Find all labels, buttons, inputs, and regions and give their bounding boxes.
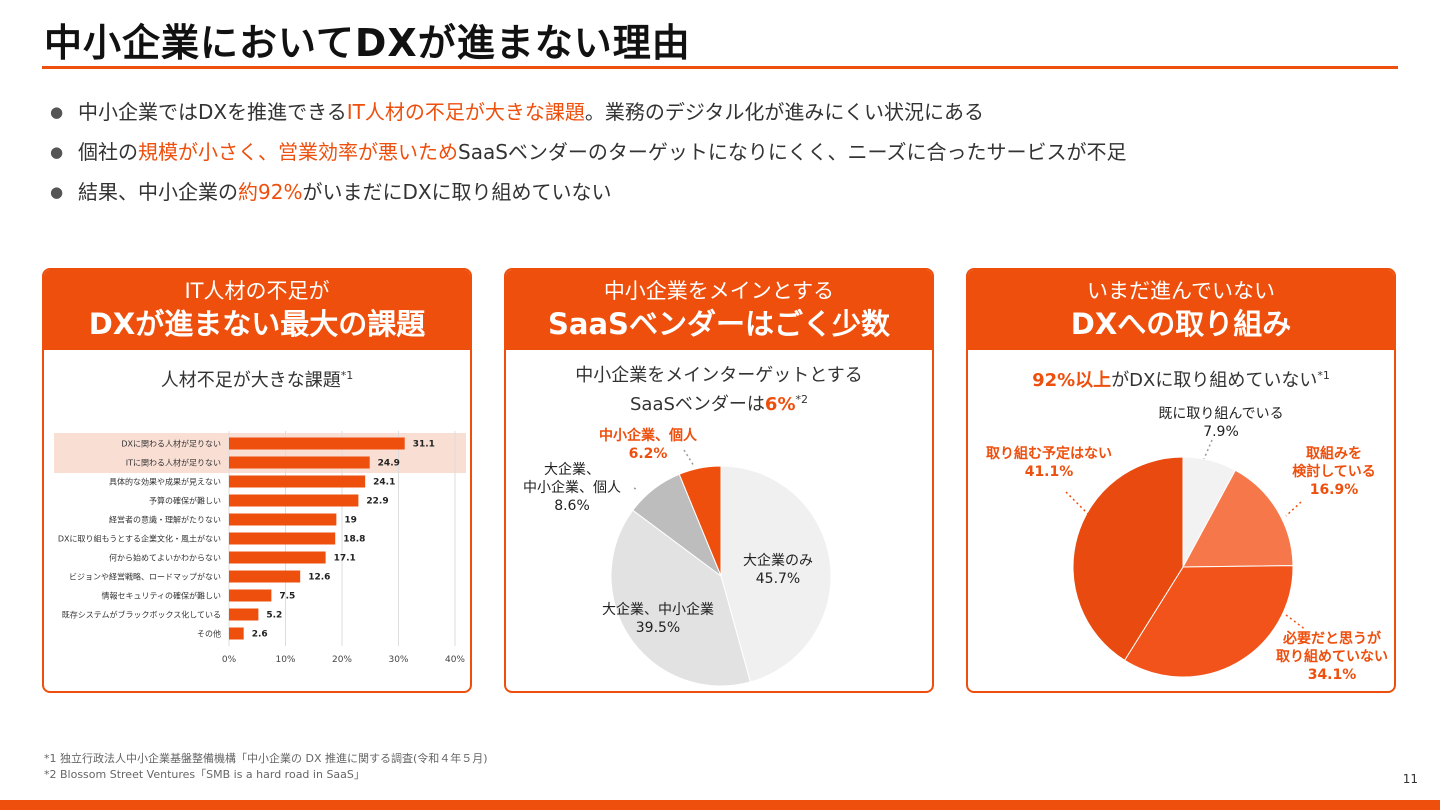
card-it-talent: IT人材の不足が DXが進まない最大の課題 人材不足が大きな課題*1 0% 10%… [42, 268, 472, 693]
category-label: ITに関わる人材が足りない [126, 458, 221, 468]
slice-label: 中小企業、個人 [523, 479, 621, 496]
slice-label: 中小企業、個人 [599, 427, 698, 444]
bar-value-label: 19 [344, 516, 357, 526]
bar [229, 437, 405, 450]
footnote-2: *2 Blossom Street Ventures「SMB is a hard… [44, 768, 365, 781]
footnote-1: *1 独立行政法人中小企業基盤整備機構「中小企業の DX 推進に関する調査(令和… [44, 752, 488, 765]
x-tick-label: 40% [445, 655, 465, 665]
card-subtitle: 人材不足が大きな課題*1 [160, 369, 354, 391]
slice-label: 大企業のみ [743, 552, 813, 569]
card-header: いまだ進んでいない DXへの取り組み [968, 270, 1394, 350]
slice-label: 検討している [1292, 463, 1376, 480]
slice-label: 6.2% [629, 446, 668, 462]
slice-label: 大企業、中小企業 [602, 601, 714, 618]
bottom-accent-bar [0, 800, 1440, 810]
category-label: 予算の確保が難しい [149, 496, 221, 506]
slice-label: 取り組めていない [1276, 648, 1388, 665]
slice-label: 7.9% [1203, 424, 1239, 440]
bar-value-label: 17.1 [334, 554, 356, 564]
category-label: 具体的な効果や成果が見えない [109, 477, 221, 487]
bullet-item: ● 結果、中小企業の約92%がいまだにDXに取り組めていない [50, 172, 1127, 212]
pie-slice [1182, 469, 1294, 568]
x-tick-label: 0% [222, 655, 237, 665]
category-label: 情報セキュリティの確保が難しい [101, 591, 221, 601]
bar [229, 589, 272, 602]
slice-label: 取組みを [1306, 445, 1362, 462]
page-number: 11 [1402, 772, 1418, 786]
bar [229, 494, 359, 507]
pie-slice [1072, 456, 1184, 661]
slice-label: 39.5% [636, 620, 680, 636]
x-tick-label: 30% [388, 655, 408, 665]
slice-label: 8.6% [554, 498, 590, 514]
leader-line [683, 449, 695, 467]
pie-slice [610, 509, 751, 687]
category-label: 経営者の意識・理解がたりない [109, 515, 221, 525]
bar [229, 608, 259, 621]
bar-value-label: 18.8 [343, 535, 365, 545]
category-label: 何から始めてよいかわからない [109, 553, 221, 563]
card-header: 中小企業をメインとする SaaSベンダーはごく少数 [506, 270, 932, 350]
slice-label: 34.1% [1308, 667, 1357, 683]
saas-vendor-pie-chart: 大企業のみ45.7%大企業、中小企業39.5%大企業、中小企業、個人8.6%中小… [523, 427, 832, 687]
bar [229, 475, 366, 488]
card-header: IT人材の不足が DXが進まない最大の課題 [44, 270, 470, 350]
slice-label: 大企業、 [544, 461, 600, 478]
bar-value-label: 22.9 [366, 497, 388, 507]
slice-label: 41.1% [1025, 464, 1074, 480]
title-divider [42, 66, 1398, 69]
bar [229, 532, 336, 545]
slice-label: 16.9% [1310, 482, 1359, 498]
card-saas-vendors: 中小企業をメインとする SaaSベンダーはごく少数 中小企業をメインターゲットと… [504, 268, 934, 693]
bar-value-label: 24.9 [378, 459, 400, 469]
bar [229, 456, 370, 469]
category-label: DXに取り組もうとする企業文化・風土がない [58, 534, 221, 544]
pie-slice [678, 465, 722, 577]
category-label: その他 [197, 629, 221, 639]
bar [229, 513, 337, 526]
bar [229, 570, 301, 583]
x-tick-label: 10% [275, 655, 295, 665]
bar-value-label: 2.6 [252, 630, 268, 640]
card-dx-adoption: いまだ進んでいない DXへの取り組み 92%以上がDXに取り組めていない*1 既… [966, 268, 1396, 693]
bar-value-label: 12.6 [308, 573, 330, 583]
bar-value-label: 24.1 [373, 478, 395, 488]
bar-chart: 0% 10% 20% 30% 40% DXに関わる人材が足りない 31.1 ITに関わる人材が… [54, 431, 466, 665]
slice-label: 必要だと思うが [1282, 630, 1382, 647]
leader-line [1285, 501, 1302, 517]
leader-line [1065, 491, 1089, 515]
bullet-dot-icon: ● [50, 143, 64, 161]
slice-label: 取り組む予定はない [986, 445, 1112, 462]
slice-label: 既に取り組んでいる [1158, 406, 1283, 422]
leader-line [1203, 439, 1213, 460]
leader-line [633, 487, 639, 491]
x-tick-label: 20% [332, 655, 352, 665]
card-subtitle: 中小企業をメインターゲットとする SaaSベンダーは6%*2 [575, 365, 863, 415]
pie-slice [720, 465, 832, 683]
bar-value-label: 31.1 [413, 440, 435, 450]
page-title: 中小企業においてDXが進まない理由 [44, 21, 691, 65]
bar-value-label: 7.5 [279, 592, 295, 602]
bullet-dot-icon: ● [50, 103, 64, 121]
leader-line [1285, 614, 1307, 631]
summary-bullets: ● 中小企業ではDXを推進できるIT人材の不足が大きな課題。業務のデジタル化が進み… [50, 92, 1127, 212]
category-label: 既存システムがブラックボックス化している [62, 610, 221, 620]
bullet-dot-icon: ● [50, 183, 64, 201]
bullet-item: ● 中小企業ではDXを推進できるIT人材の不足が大きな課題。業務のデジタル化が進み… [50, 92, 1127, 132]
bullet-item: ● 個社の規模が小さく、営業効率が悪いためSaaSベンダーのターゲットになりにくく… [50, 132, 1127, 172]
slice-label: 45.7% [756, 571, 800, 587]
bar [229, 627, 244, 640]
bar-value-label: 5.2 [266, 611, 282, 621]
category-label: ビジョンや経営戦略、ロードマップがない [69, 572, 221, 582]
bar [229, 551, 326, 564]
category-label: DXに関わる人材が足りない [121, 439, 221, 449]
card-subtitle: 92%以上がDXに取り組めていない*1 [1032, 369, 1330, 391]
